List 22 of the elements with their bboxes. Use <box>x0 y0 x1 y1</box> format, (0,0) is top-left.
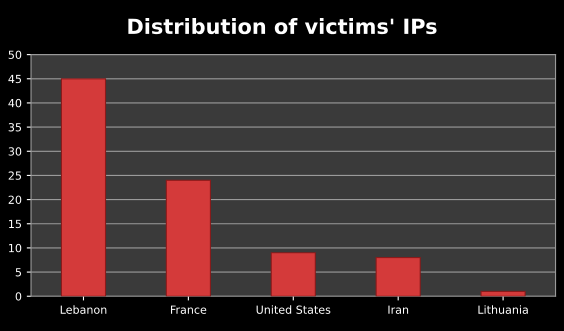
y-tick-label: 20 <box>8 196 22 204</box>
bar <box>60 78 106 296</box>
bar <box>270 252 316 296</box>
bar <box>166 180 211 296</box>
y-tick-label: 50 <box>8 50 22 59</box>
y-tick-label: 45 <box>8 74 22 84</box>
y-tick-label: 10 <box>9 244 22 252</box>
y-tick-label: 35 <box>8 123 22 132</box>
x-tick-label: France <box>170 306 206 314</box>
y-tick-label: 5 <box>16 268 22 276</box>
x-tick-label: United States <box>256 305 330 314</box>
y-tick-label: 25 <box>8 171 22 180</box>
x-tick-label: Lebanon <box>60 305 106 314</box>
y-tick-label: 30 <box>8 147 22 156</box>
x-tick-label: Iran <box>388 306 408 314</box>
chart-title: Distribution of victims' IPs <box>128 18 437 34</box>
bar <box>376 257 421 296</box>
y-tick-label: 15 <box>9 220 22 228</box>
y-tick-label: 0 <box>16 292 22 301</box>
x-tick-label: Lithuania <box>478 305 528 314</box>
bar <box>480 290 526 296</box>
y-tick-label: 40 <box>8 98 22 108</box>
